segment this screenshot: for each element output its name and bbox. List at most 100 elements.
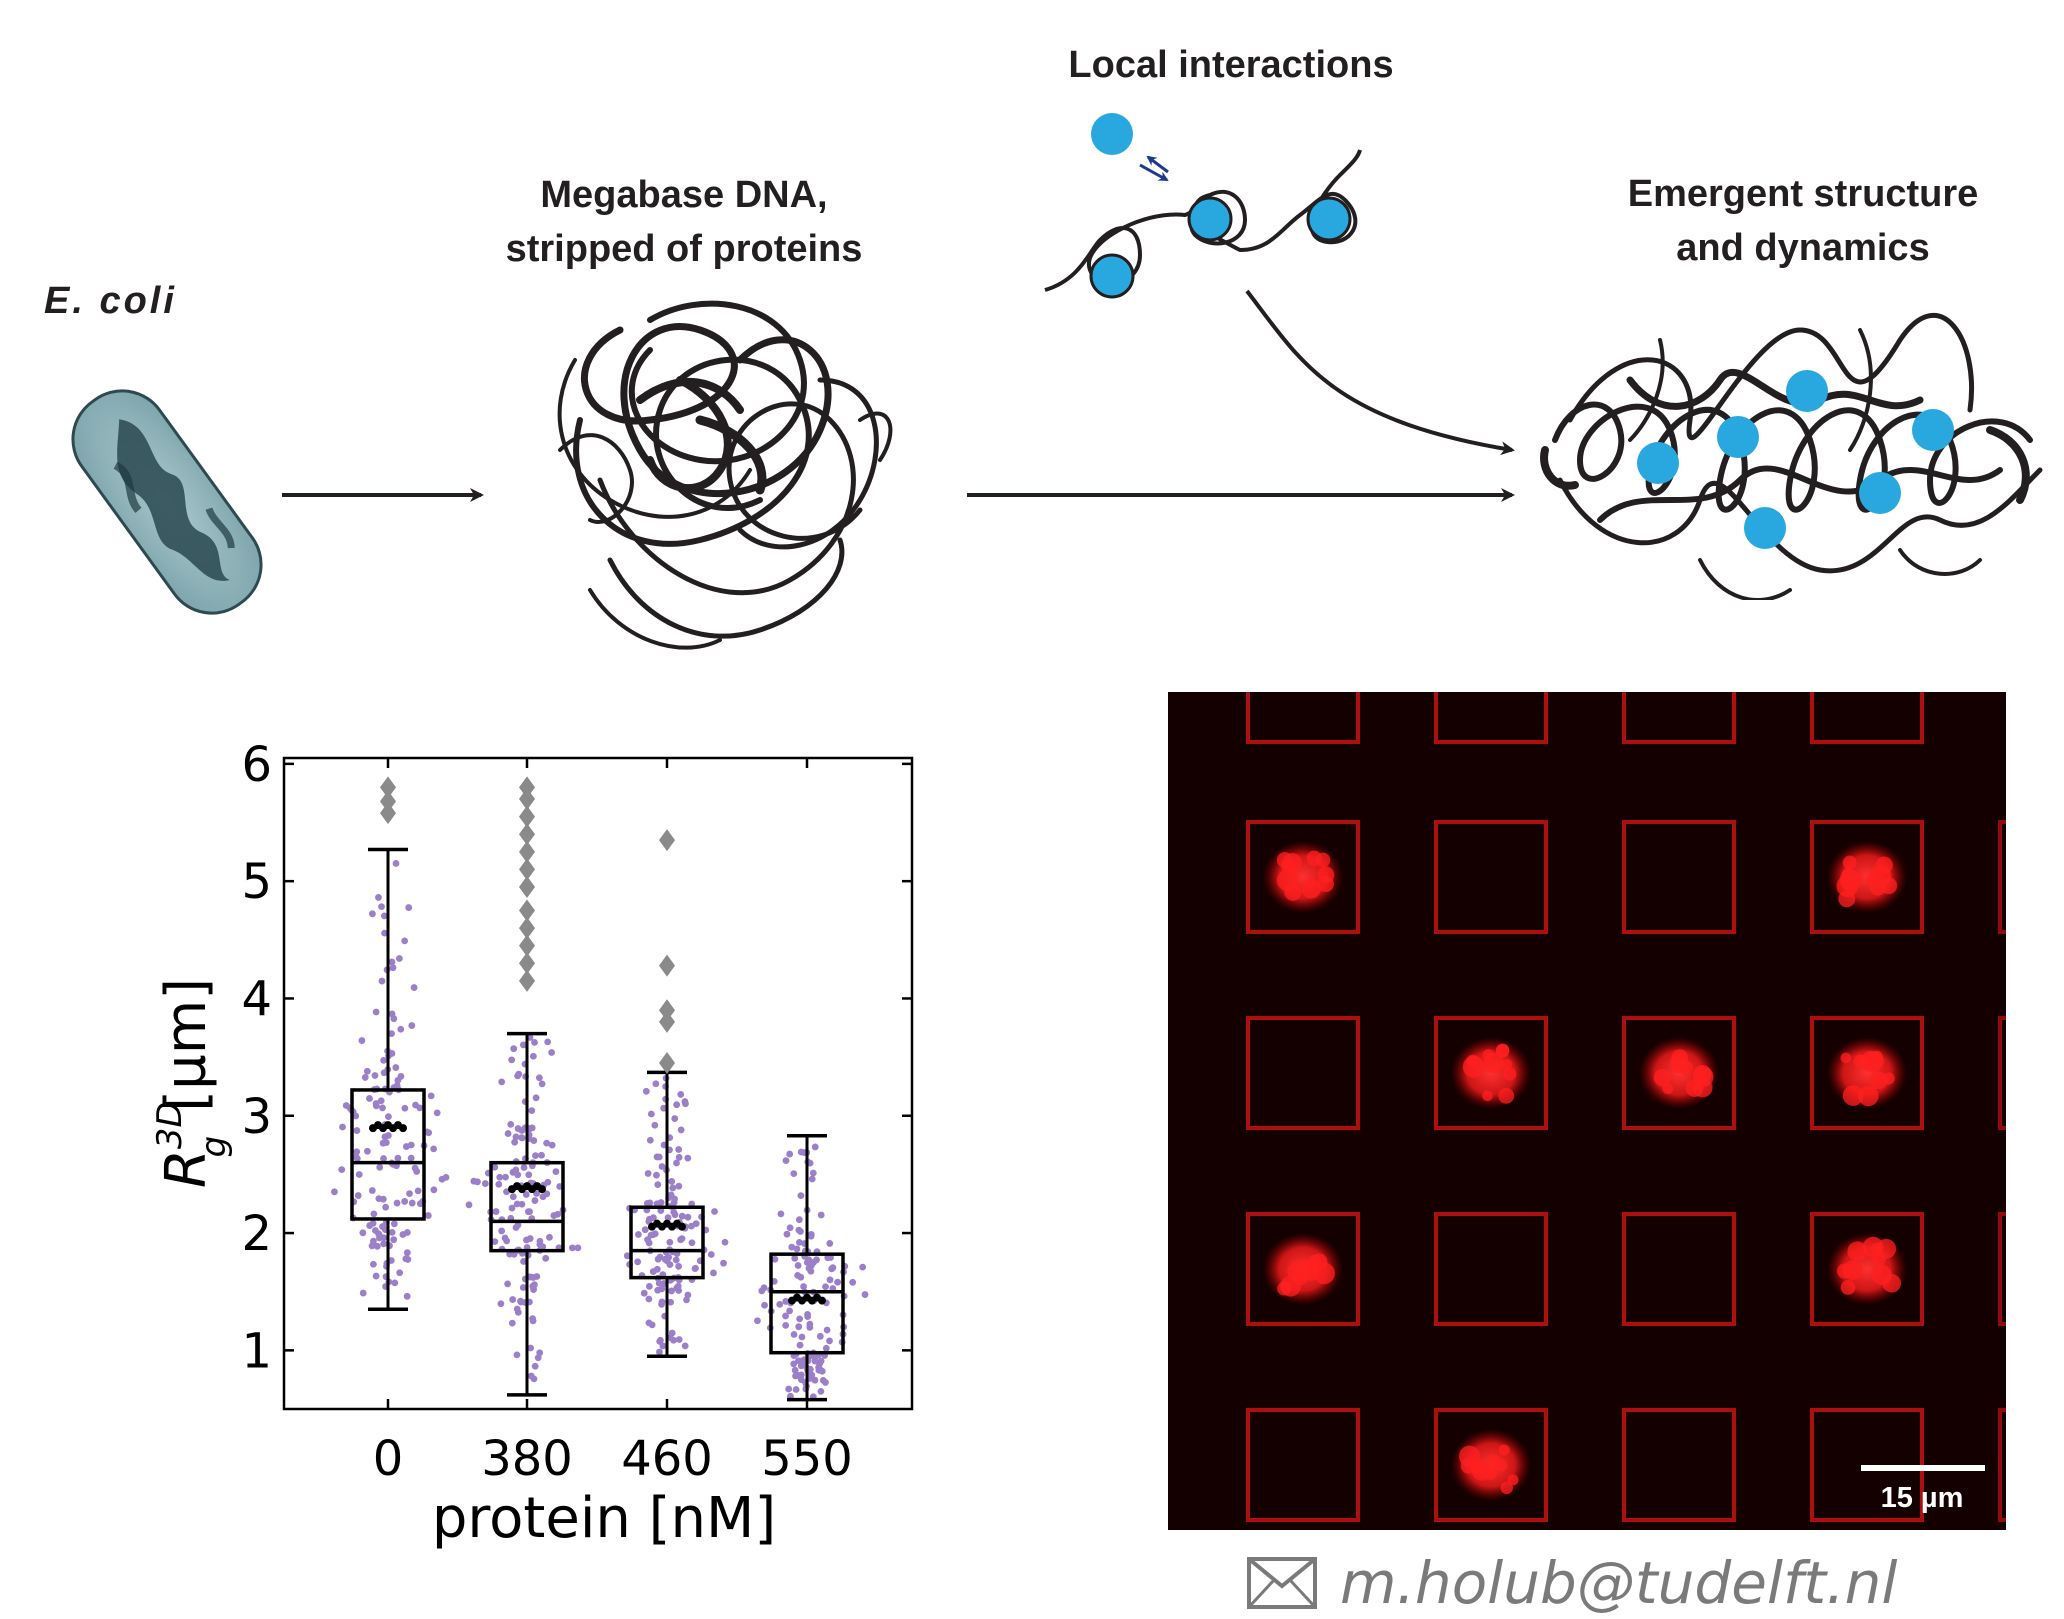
swarm-point bbox=[433, 1109, 441, 1117]
swarm-point bbox=[544, 1038, 552, 1046]
swarm-point bbox=[354, 1192, 362, 1199]
swarm-point bbox=[531, 1038, 538, 1046]
swarm-point bbox=[363, 1067, 371, 1075]
swarm-point bbox=[782, 1298, 790, 1305]
bound-protein-dot bbox=[1187, 196, 1233, 242]
contact-email[interactable]: m.holub@tudelft.nl bbox=[1340, 1549, 1898, 1617]
swarm-point bbox=[501, 1234, 509, 1242]
swarm-point bbox=[536, 1241, 544, 1248]
bound-protein-dot bbox=[1306, 196, 1352, 242]
micrograph-background bbox=[1168, 692, 2006, 1530]
micrograph-clip-top bbox=[1160, 600, 2020, 692]
microwell bbox=[1246, 820, 1360, 934]
outlier-marker bbox=[659, 999, 675, 1022]
swarm-point bbox=[653, 1171, 660, 1179]
emergent-protein-dots bbox=[1637, 370, 1954, 549]
swarm-point bbox=[520, 1164, 528, 1171]
ecoli-label: E. coli bbox=[44, 280, 177, 322]
swarm-point bbox=[491, 1238, 499, 1246]
microwell bbox=[1434, 820, 1548, 934]
swarm-point bbox=[761, 1301, 768, 1309]
protein-dot bbox=[1717, 416, 1759, 458]
swarm-point bbox=[811, 1357, 819, 1365]
envelope-icon bbox=[1247, 1557, 1317, 1609]
microwell bbox=[1246, 1212, 1360, 1326]
swarm-point bbox=[397, 1025, 405, 1033]
swarm-point bbox=[470, 1177, 478, 1185]
swarm-point bbox=[782, 1312, 789, 1320]
swarm-point bbox=[785, 1385, 793, 1393]
microwell bbox=[1622, 1212, 1736, 1326]
outlier-marker bbox=[659, 829, 675, 852]
microwell bbox=[1622, 1408, 1736, 1522]
dna-signal-speck bbox=[1507, 1474, 1519, 1486]
dna-signal-speck bbox=[1500, 1481, 1513, 1495]
swarm-point bbox=[668, 1178, 676, 1185]
ecoli-cell-image bbox=[71, 389, 263, 615]
outlier-marker bbox=[519, 876, 535, 899]
swarm-point bbox=[375, 1195, 383, 1203]
swarm-point bbox=[379, 1139, 387, 1147]
swarm-point bbox=[392, 860, 400, 867]
swarm-point bbox=[522, 1191, 530, 1198]
swarm-point bbox=[375, 894, 382, 901]
swarm-point bbox=[388, 958, 396, 966]
swarm-point bbox=[392, 1064, 400, 1071]
swarm-point bbox=[849, 1278, 857, 1286]
y-tick-label: 3 bbox=[241, 1089, 272, 1145]
swarm-point bbox=[681, 1342, 689, 1350]
dna-signal-speck bbox=[1662, 1083, 1674, 1095]
dna-signal-speck bbox=[1862, 1236, 1884, 1258]
swarm-point bbox=[798, 1333, 806, 1341]
swarm-point bbox=[675, 1263, 683, 1270]
swarm-point bbox=[760, 1284, 768, 1292]
dna-strand bbox=[1044, 149, 1362, 292]
swarm-point bbox=[369, 910, 376, 918]
swarm-point bbox=[529, 1317, 537, 1325]
swarm-point bbox=[671, 1195, 678, 1203]
swarm-point bbox=[438, 1175, 446, 1183]
outlier-marker bbox=[519, 805, 535, 828]
emergent-label-line1: Emergent structure bbox=[1628, 173, 1979, 215]
dna-signal-speck bbox=[1460, 1457, 1477, 1474]
swarm-point bbox=[797, 1192, 805, 1200]
swarm-point bbox=[388, 1229, 396, 1236]
iqr-box bbox=[350, 1088, 426, 1221]
swarm-point bbox=[806, 1320, 814, 1328]
free-protein-dot bbox=[1091, 113, 1133, 155]
swarm-point bbox=[826, 1276, 834, 1284]
fluorescence-micrograph: 15 µm bbox=[1168, 630, 2042, 1530]
dna-signal-speck bbox=[1869, 1071, 1888, 1090]
swarm-point bbox=[675, 1182, 683, 1190]
swarm-point bbox=[542, 1254, 550, 1262]
swarm-point bbox=[647, 1231, 655, 1239]
y-tick-label: 1 bbox=[241, 1323, 272, 1379]
swarm-point bbox=[791, 1254, 799, 1262]
swarm-point bbox=[401, 1198, 409, 1205]
dna-signal-speck bbox=[1482, 1090, 1493, 1102]
mean-marker bbox=[818, 1296, 826, 1305]
swarm-point bbox=[359, 1229, 367, 1237]
swarm-point bbox=[795, 1216, 803, 1224]
swarm-point bbox=[370, 1260, 377, 1268]
swarm-point bbox=[529, 1282, 537, 1290]
swarm-point bbox=[828, 1265, 836, 1273]
outlier-marker bbox=[519, 858, 535, 881]
outlier-marker bbox=[659, 1010, 675, 1033]
swarm-point bbox=[645, 1282, 653, 1290]
swarm-point bbox=[664, 1214, 672, 1222]
dna-signal-speck bbox=[1840, 1280, 1856, 1295]
local-interactions-label: Local interactions bbox=[1068, 44, 1393, 86]
swarm-point bbox=[671, 1211, 679, 1219]
x-tick-label: 460 bbox=[621, 1431, 713, 1487]
swarm-point bbox=[526, 1235, 534, 1242]
swarm-point bbox=[526, 1208, 533, 1216]
swarm-point bbox=[642, 1087, 650, 1095]
dna-signal-speck bbox=[1882, 1273, 1902, 1293]
swarm-point bbox=[795, 1323, 803, 1331]
outlier-marker bbox=[519, 934, 535, 957]
swarm-point bbox=[378, 977, 386, 985]
swarm-point bbox=[364, 1147, 371, 1155]
